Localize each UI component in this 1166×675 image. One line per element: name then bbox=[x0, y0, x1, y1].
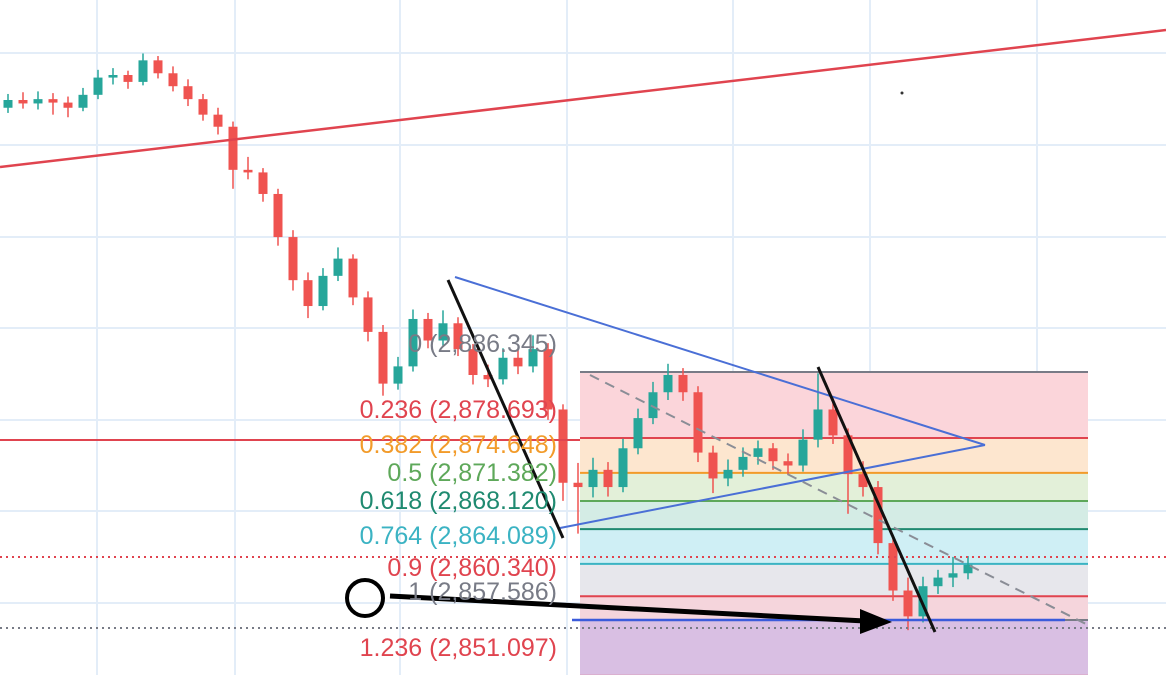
candle-body bbox=[528, 349, 538, 367]
fib-level-label: 0.764 (2,864.089) bbox=[360, 522, 557, 550]
dot bbox=[900, 91, 904, 95]
candle-body bbox=[843, 435, 853, 475]
candle-body bbox=[543, 349, 553, 410]
candle-body bbox=[498, 357, 508, 380]
candle-body bbox=[438, 323, 448, 341]
candle-body bbox=[933, 577, 943, 587]
candle-body bbox=[678, 375, 688, 393]
drawings bbox=[0, 28, 1166, 634]
candle-body bbox=[273, 193, 283, 238]
fib-labels: 0 (2,886.345) 0.236 (2,878.693) 0.382 (2,8… bbox=[360, 330, 557, 662]
triangle-line bbox=[559, 444, 986, 529]
fib-band bbox=[580, 472, 1088, 502]
arrow-shaft bbox=[389, 593, 866, 624]
candle-body bbox=[48, 99, 58, 103]
candle-body bbox=[783, 461, 793, 466]
candle-body bbox=[828, 409, 838, 436]
candle-body bbox=[423, 318, 433, 341]
candle-body bbox=[753, 448, 763, 457]
fib-level-label: 0.382 (2,874.648) bbox=[360, 431, 557, 459]
arrow-head bbox=[860, 609, 892, 634]
fib-band bbox=[580, 501, 1088, 530]
fib-level-label: 1 (2,857.586) bbox=[408, 578, 557, 606]
candle-body bbox=[123, 75, 133, 82]
candle-body bbox=[663, 375, 673, 393]
candles bbox=[3, 53, 973, 631]
candle-body bbox=[573, 482, 583, 488]
candle-body bbox=[618, 448, 628, 488]
candle-body bbox=[363, 297, 373, 332]
candle-body bbox=[483, 375, 493, 380]
candle-body bbox=[603, 469, 613, 488]
fib-level-label: 0.5 (2,871.382) bbox=[387, 459, 557, 487]
fib-band bbox=[580, 529, 1088, 564]
fib-level-label: 1.236 (2,851.097) bbox=[360, 634, 557, 662]
candle-body bbox=[453, 323, 463, 350]
candle-body bbox=[93, 77, 103, 95]
candle-body bbox=[228, 126, 238, 170]
candle-body bbox=[318, 275, 328, 307]
trend-line bbox=[446, 279, 565, 539]
candle-body bbox=[588, 469, 598, 488]
candle-body bbox=[213, 114, 223, 127]
trend-line bbox=[0, 28, 1166, 169]
candle-body bbox=[903, 590, 913, 617]
candle-body bbox=[768, 448, 778, 462]
candle-body bbox=[303, 280, 313, 307]
candle-body bbox=[633, 418, 643, 449]
candle-body bbox=[18, 100, 28, 104]
candle-body bbox=[813, 409, 823, 440]
candle-body bbox=[948, 573, 958, 578]
candle-body bbox=[513, 357, 523, 367]
candle-body bbox=[858, 474, 868, 488]
candle-body bbox=[873, 487, 883, 544]
trend-line bbox=[816, 366, 937, 633]
candle-body bbox=[243, 169, 253, 173]
fib-bands bbox=[580, 372, 1088, 675]
candle-body bbox=[693, 392, 703, 453]
candle-body bbox=[963, 564, 973, 574]
candle-body bbox=[108, 75, 118, 78]
fib-level-label: 0.618 (2,868.120) bbox=[360, 487, 557, 515]
candle-body bbox=[33, 99, 43, 104]
candle-body bbox=[408, 318, 418, 367]
candle-body bbox=[558, 409, 568, 483]
candle-body bbox=[258, 172, 268, 194]
candle-body bbox=[738, 456, 748, 470]
fib-band bbox=[580, 437, 1088, 473]
candle-body bbox=[648, 392, 658, 419]
dashed-line bbox=[589, 374, 1089, 626]
candle-body bbox=[3, 100, 13, 108]
candle-body bbox=[708, 452, 718, 479]
candle-body bbox=[198, 99, 208, 115]
highlight-circle bbox=[345, 578, 385, 618]
fib-band bbox=[580, 563, 1088, 597]
candle-body bbox=[393, 366, 403, 384]
candle-body bbox=[723, 469, 733, 479]
candle-body bbox=[333, 258, 343, 276]
fib-level-label: 0.9 (2,860.340) bbox=[387, 554, 557, 582]
candle-body bbox=[168, 73, 178, 87]
candle-body bbox=[63, 102, 73, 108]
candle-body bbox=[153, 60, 163, 74]
candle-body bbox=[468, 349, 478, 375]
fib-level-label: 0 (2,886.345) bbox=[408, 330, 557, 358]
candle-body bbox=[888, 543, 898, 591]
candle-body bbox=[183, 86, 193, 100]
fib-level-label: 0.236 (2,878.693) bbox=[360, 396, 557, 424]
fib-band bbox=[580, 619, 1088, 675]
candle-body bbox=[378, 331, 388, 384]
candle-body bbox=[138, 60, 148, 82]
candle-body bbox=[798, 439, 808, 466]
candle-body bbox=[348, 258, 358, 298]
triangle-line bbox=[454, 276, 986, 446]
candle-body bbox=[288, 237, 298, 281]
candle-body bbox=[78, 94, 88, 108]
